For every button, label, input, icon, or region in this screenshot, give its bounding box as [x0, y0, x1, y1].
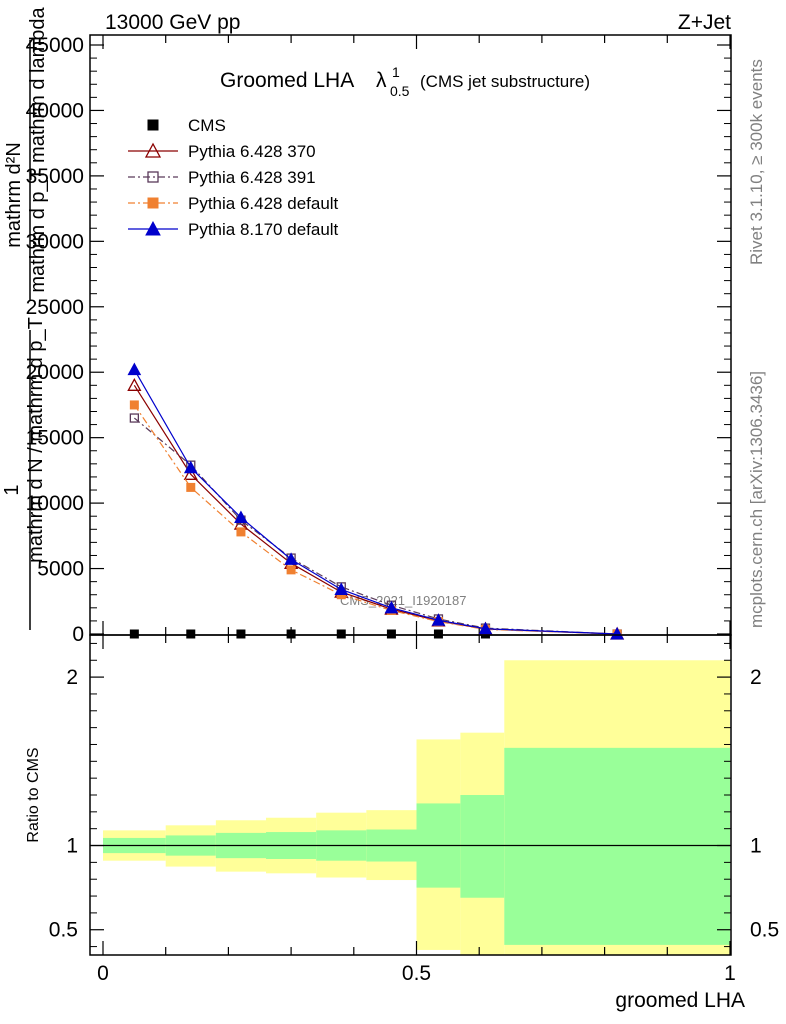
main-y-tick-label: 40000: [26, 99, 84, 122]
main-y-tick-label: 5000: [37, 558, 84, 581]
legend-item: Pythia 6.428 370: [128, 142, 316, 161]
data-point: [183, 466, 198, 480]
data-point: [334, 582, 349, 595]
ylabel-num: 1: [1, 484, 23, 495]
ratio-band-inner: [504, 747, 730, 945]
ratio-bands: [103, 660, 730, 955]
legend-item: CMS: [147, 116, 226, 135]
legend-item: Pythia 8.170 default: [128, 220, 339, 239]
main-y-tick-label: 10000: [26, 492, 84, 515]
ylabel-den2: mathrm d p_T mathrm d lambda: [27, 6, 49, 292]
main-y-tick-label: 35000: [26, 165, 84, 188]
main-y-tick-label: 20000: [26, 361, 84, 384]
ratio-panel: 0.5 0.51 12 2 0 0.5 1 Ratio to CMS groomed LH…: [25, 634, 779, 1012]
ratio-x-tick-label: 0: [97, 962, 109, 985]
data-point: [147, 197, 159, 209]
data-point: [147, 171, 159, 183]
series-4: [127, 362, 624, 640]
main-title: Groomed LHA λ 1 0.5 (CMS jet substructur…: [220, 64, 590, 99]
legend-label: Pythia 6.428 default: [188, 194, 339, 213]
mcplots-label: mcplots.cern.ch [arXiv:1306.3436]: [747, 371, 766, 628]
legend-label: CMS: [188, 116, 226, 135]
ratio-y-tick-label-right: 2: [750, 666, 762, 689]
ratio-x-tick-label: 0.5: [402, 962, 431, 985]
main-series: [127, 362, 625, 640]
ylabel-num2: mathrm d²N: [3, 142, 25, 248]
ratio-y-tick-label: 2: [66, 666, 78, 689]
title-sub: 0.5: [390, 83, 410, 99]
data-point: [236, 629, 246, 639]
title-sup: 1: [392, 64, 400, 80]
x-axis-label: groomed LHA: [615, 989, 745, 1012]
title-main: Groomed LHA: [220, 69, 354, 92]
ratio-x-tick-label: 1: [724, 962, 736, 985]
main-frame: [89, 34, 732, 636]
legend-label: Pythia 8.170 default: [188, 220, 339, 239]
data-point: [129, 629, 139, 639]
ratio-y-tick-label-right: 0.5: [750, 919, 779, 942]
ylabel-den: mathrm d N / mathrm d p_T: [25, 317, 47, 563]
data-point: [433, 629, 443, 639]
data-point: [284, 552, 298, 565]
legend-item: Pythia 6.428 default: [128, 194, 339, 213]
ratio-x-axis: 0 0.5 1: [97, 635, 736, 985]
title-note: (CMS jet substructure): [420, 72, 590, 91]
main-y-axis: 0 5000 10000 15000 20000 25000 30000 35000 40000…: [26, 34, 731, 646]
main-y-tick-label: 0: [72, 623, 84, 646]
main-y-tick-label: 25000: [26, 296, 84, 319]
title-symbol: λ: [376, 69, 387, 92]
ratio-y-label: Ratio to CMS: [25, 747, 42, 842]
main-y-tick-label: 45000: [26, 34, 84, 57]
header-left: 13000 GeV pp: [105, 11, 240, 34]
rivet-label: Rivet 3.1.10, ≥ 300k events: [747, 59, 766, 265]
main-y-tick-label: 15000: [26, 427, 84, 450]
data-point: [145, 220, 161, 236]
legend-label: Pythia 6.428 391: [188, 168, 316, 187]
data-point: [186, 482, 196, 492]
legend: CMS Pythia 6.428 370 Pythia 6.428 391 Pythi…: [128, 116, 339, 239]
data-point: [286, 565, 296, 575]
ratio-band-inner: [460, 795, 505, 898]
legend-label: Pythia 6.428 370: [188, 142, 316, 161]
data-point: [384, 600, 399, 614]
data-point: [236, 527, 246, 537]
ratio-y-axis: 0.5 0.5 1 1 2 2: [49, 642, 779, 948]
data-point: [610, 626, 624, 640]
data-point: [129, 400, 139, 410]
data-point: [234, 510, 248, 524]
data-point: [386, 629, 396, 639]
main-panel: 0 5000 10000 15000 20000 25000 30000 35000 40000…: [1, 6, 732, 646]
main-y-label: 1 mathrm d N / mathrm d p_T mathrm d²N m…: [1, 6, 49, 630]
data-point: [147, 119, 159, 131]
data-point: [127, 377, 142, 391]
data-point: [478, 621, 493, 635]
ratio-y-tick-label-right: 1: [750, 835, 762, 858]
data-point: [186, 629, 196, 639]
data-point: [129, 413, 140, 423]
data-point: [336, 629, 346, 639]
svg-text:Groomed LHA: Groomed LHA: [220, 69, 354, 92]
main-y-tick-label: 30000: [26, 230, 84, 253]
ratio-y-tick-label: 0.5: [49, 919, 78, 942]
data-point: [431, 613, 446, 626]
data-point: [144, 142, 162, 158]
data-point: [127, 362, 142, 376]
data-point: [183, 460, 198, 474]
legend-item: Pythia 6.428 391: [128, 168, 316, 187]
header-right: Z+Jet: [678, 11, 731, 34]
ratio-y-tick-label: 1: [66, 835, 78, 858]
